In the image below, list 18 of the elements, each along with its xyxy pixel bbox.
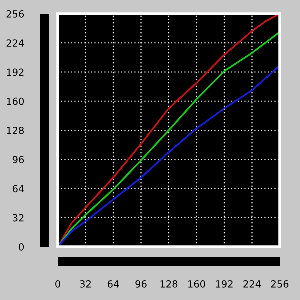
y-tick-label: 256	[6, 10, 24, 18]
x-tick-label: 160	[188, 280, 206, 288]
y-tick-label: 192	[7, 68, 24, 76]
x-tick-label: 32	[80, 280, 91, 288]
y-tick-label: 0	[19, 243, 24, 251]
y-tick-label: 64	[12, 185, 24, 193]
x-tick-label: 0	[56, 280, 60, 288]
y-tick-label: 96	[12, 156, 24, 164]
x-tick-label: 96	[136, 280, 147, 288]
x-tick-label: 64	[108, 280, 120, 288]
y-tick-label: 160	[7, 98, 24, 106]
y-tick-label: 224	[6, 40, 24, 47]
x-tick-label: 128	[160, 280, 178, 288]
x-tick-label: 256	[271, 280, 289, 288]
x-tick-label: 192	[216, 280, 233, 288]
y-tick-label: 128	[7, 126, 24, 134]
y-tick-label: 32	[13, 214, 24, 222]
x-tick-label: 224	[244, 280, 261, 288]
